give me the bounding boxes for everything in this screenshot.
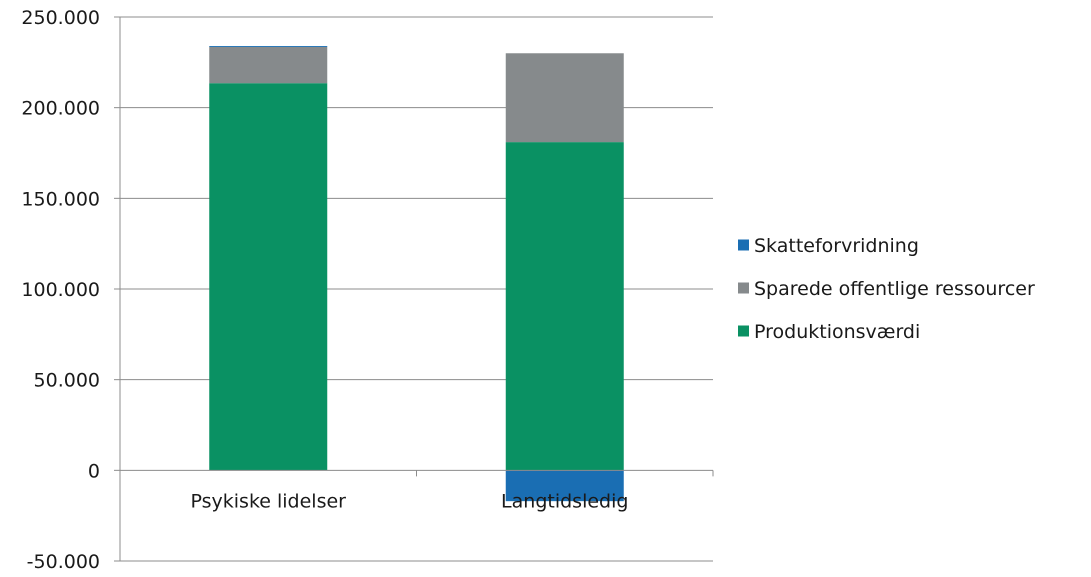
bar-skatteforvridning-0 [209, 46, 328, 47]
legend-label: Sparede offentlige ressourcer [754, 278, 1035, 300]
bar-sparede-offentlige-ressourcer-1 [505, 53, 624, 143]
y-tick-label: 150.000 [21, 188, 100, 210]
axis-labels: -50.000 0 50.000 100.000 150.000 200.000 250.0… [21, 7, 628, 573]
legend-swatch [738, 325, 749, 337]
legend: Skatteforvridning Sparede offentlige ress… [738, 235, 1035, 343]
y-tick-label: 0 [88, 460, 100, 482]
y-tick-label: 50.000 [34, 370, 100, 392]
y-tick-label: 100.000 [21, 279, 100, 301]
y-tick-label: -50.000 [27, 551, 100, 573]
bar-skatteforvridning-1 [505, 470, 624, 502]
bar-produktionsv-rdi-1 [505, 142, 624, 471]
y-tick-label: 250.000 [21, 7, 100, 29]
legend-label: Produktionsværdi [754, 321, 920, 343]
x-category-label: Langtidsledig [501, 490, 628, 512]
bar-sparede-offentlige-ressourcer-0 [209, 46, 328, 84]
axes [114, 16, 714, 562]
bars [209, 46, 624, 502]
gridlines [120, 16, 713, 562]
y-tick-label: 200.000 [21, 98, 100, 120]
x-category-label: Psykiske lidelser [191, 490, 347, 512]
legend-label: Skatteforvridning [754, 235, 919, 257]
legend-swatch [738, 239, 749, 251]
legend-swatch [738, 282, 749, 294]
bar-produktionsv-rdi-0 [209, 83, 328, 471]
